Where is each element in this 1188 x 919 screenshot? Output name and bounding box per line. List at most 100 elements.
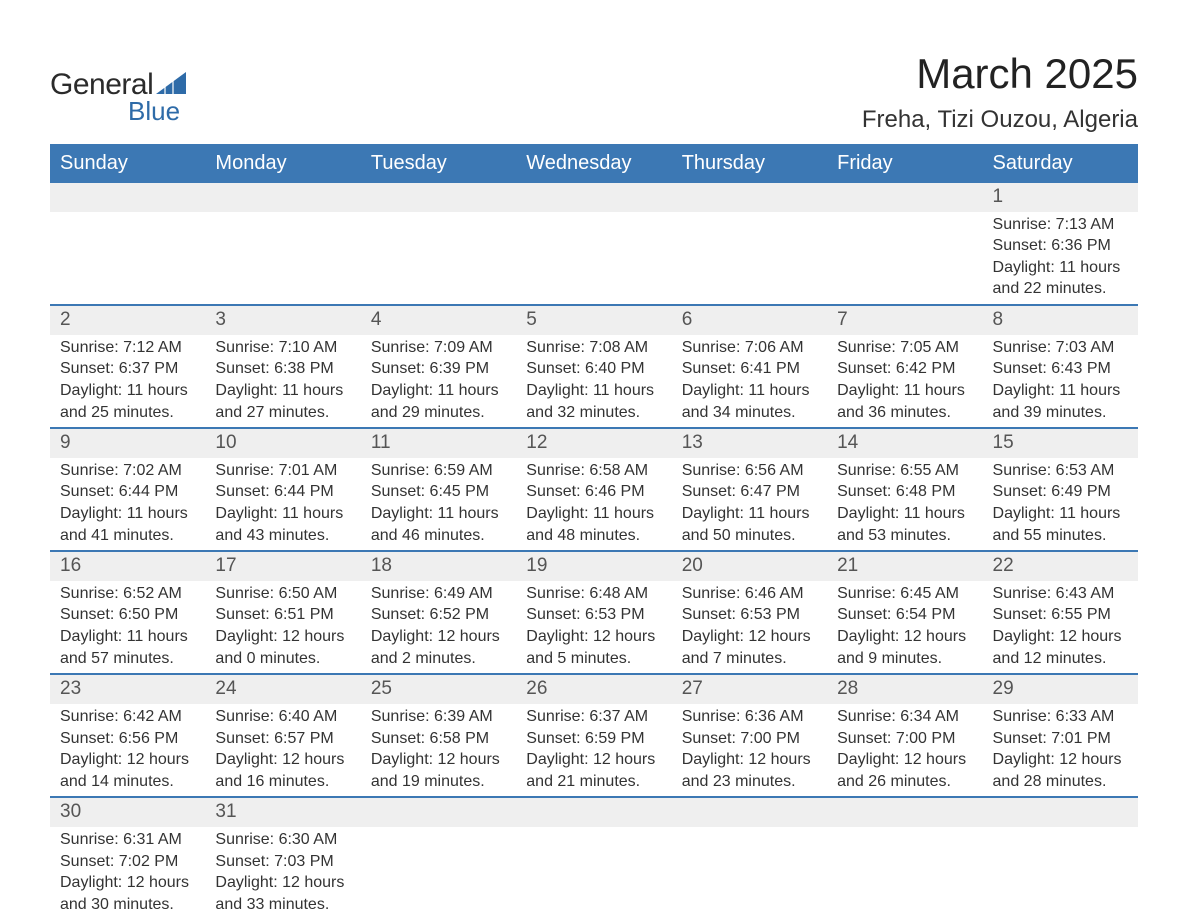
day-number: 12 — [516, 429, 671, 458]
sunrise-text: Sunrise: 7:02 AM — [60, 460, 195, 482]
location-label: Freha, Tizi Ouzou, Algeria — [862, 106, 1138, 134]
day-details-cell: Sunrise: 6:55 AMSunset: 6:48 PMDaylight:… — [827, 458, 982, 551]
calendar-week-details-row: Sunrise: 6:52 AMSunset: 6:50 PMDaylight:… — [50, 581, 1138, 674]
day-number-cell: 5 — [516, 305, 671, 335]
sunset-text: Sunset: 6:48 PM — [837, 481, 972, 503]
day-details: Sunrise: 7:13 AMSunset: 6:36 PMDaylight:… — [983, 212, 1138, 304]
sunset-text: Sunset: 6:45 PM — [371, 481, 506, 503]
sunset-text: Sunset: 6:53 PM — [682, 604, 817, 626]
empty-day-number — [50, 183, 205, 212]
day-number-cell — [672, 797, 827, 827]
day-details: Sunrise: 6:31 AMSunset: 7:02 PMDaylight:… — [50, 827, 205, 919]
sunrise-text: Sunrise: 7:13 AM — [993, 214, 1128, 236]
sunrise-text: Sunrise: 6:34 AM — [837, 706, 972, 728]
sunset-text: Sunset: 7:01 PM — [993, 728, 1128, 750]
day-details-cell: Sunrise: 7:10 AMSunset: 6:38 PMDaylight:… — [205, 335, 360, 428]
daylight-text: Daylight: 11 hours and 22 minutes. — [993, 257, 1128, 300]
weekday-header: Saturday — [983, 145, 1138, 182]
day-details-cell: Sunrise: 6:49 AMSunset: 6:52 PMDaylight:… — [361, 581, 516, 674]
day-number: 2 — [50, 306, 205, 335]
calendar-week-details-row: Sunrise: 6:31 AMSunset: 7:02 PMDaylight:… — [50, 827, 1138, 919]
empty-day-number — [361, 183, 516, 212]
day-number: 13 — [672, 429, 827, 458]
day-number-cell: 11 — [361, 428, 516, 458]
sunset-text: Sunset: 6:46 PM — [526, 481, 661, 503]
day-number-cell: 2 — [50, 305, 205, 335]
day-number-cell: 20 — [672, 551, 827, 581]
day-details-cell — [361, 827, 516, 919]
day-details: Sunrise: 6:52 AMSunset: 6:50 PMDaylight:… — [50, 581, 205, 673]
sunrise-text: Sunrise: 7:09 AM — [371, 337, 506, 359]
day-number-cell — [361, 182, 516, 212]
day-details: Sunrise: 7:12 AMSunset: 6:37 PMDaylight:… — [50, 335, 205, 427]
day-number-cell: 13 — [672, 428, 827, 458]
weekday-header: Tuesday — [361, 145, 516, 182]
day-details-cell: Sunrise: 6:46 AMSunset: 6:53 PMDaylight:… — [672, 581, 827, 674]
day-number: 18 — [361, 552, 516, 581]
day-details-cell: Sunrise: 6:31 AMSunset: 7:02 PMDaylight:… — [50, 827, 205, 919]
calendar-week-daynum-row: 2345678 — [50, 305, 1138, 335]
daylight-text: Daylight: 11 hours and 34 minutes. — [682, 380, 817, 423]
day-details-cell: Sunrise: 6:52 AMSunset: 6:50 PMDaylight:… — [50, 581, 205, 674]
sunrise-text: Sunrise: 6:55 AM — [837, 460, 972, 482]
sunset-text: Sunset: 6:52 PM — [371, 604, 506, 626]
day-number-cell: 31 — [205, 797, 360, 827]
day-details-cell: Sunrise: 6:37 AMSunset: 6:59 PMDaylight:… — [516, 704, 671, 797]
day-details: Sunrise: 6:55 AMSunset: 6:48 PMDaylight:… — [827, 458, 982, 550]
sunset-text: Sunset: 6:47 PM — [682, 481, 817, 503]
day-number-cell — [827, 182, 982, 212]
empty-day-number — [516, 798, 671, 827]
title-block: March 2025 Freha, Tizi Ouzou, Algeria — [862, 50, 1138, 134]
day-details: Sunrise: 6:33 AMSunset: 7:01 PMDaylight:… — [983, 704, 1138, 796]
day-details: Sunrise: 6:53 AMSunset: 6:49 PMDaylight:… — [983, 458, 1138, 550]
day-details-cell: Sunrise: 6:42 AMSunset: 6:56 PMDaylight:… — [50, 704, 205, 797]
calendar-week-details-row: Sunrise: 7:02 AMSunset: 6:44 PMDaylight:… — [50, 458, 1138, 551]
day-details-cell: Sunrise: 6:59 AMSunset: 6:45 PMDaylight:… — [361, 458, 516, 551]
day-details: Sunrise: 6:56 AMSunset: 6:47 PMDaylight:… — [672, 458, 827, 550]
empty-day-details — [50, 212, 205, 218]
sunset-text: Sunset: 6:55 PM — [993, 604, 1128, 626]
day-number-cell: 30 — [50, 797, 205, 827]
calendar-body: 1Sunrise: 7:13 AMSunset: 6:36 PMDaylight… — [50, 182, 1138, 919]
daylight-text: Daylight: 11 hours and 46 minutes. — [371, 503, 506, 546]
sunrise-text: Sunrise: 6:48 AM — [526, 583, 661, 605]
sunset-text: Sunset: 6:53 PM — [526, 604, 661, 626]
daylight-text: Daylight: 12 hours and 23 minutes. — [682, 749, 817, 792]
empty-day-details — [361, 212, 516, 218]
day-number: 1 — [983, 183, 1138, 212]
daylight-text: Daylight: 12 hours and 28 minutes. — [993, 749, 1128, 792]
sunrise-text: Sunrise: 6:46 AM — [682, 583, 817, 605]
empty-day-number — [361, 798, 516, 827]
sunset-text: Sunset: 6:56 PM — [60, 728, 195, 750]
sunrise-text: Sunrise: 6:36 AM — [682, 706, 817, 728]
daylight-text: Daylight: 11 hours and 48 minutes. — [526, 503, 661, 546]
sunrise-text: Sunrise: 6:37 AM — [526, 706, 661, 728]
day-details: Sunrise: 6:59 AMSunset: 6:45 PMDaylight:… — [361, 458, 516, 550]
day-details: Sunrise: 6:43 AMSunset: 6:55 PMDaylight:… — [983, 581, 1138, 673]
day-details: Sunrise: 7:03 AMSunset: 6:43 PMDaylight:… — [983, 335, 1138, 427]
day-details-cell: Sunrise: 6:40 AMSunset: 6:57 PMDaylight:… — [205, 704, 360, 797]
day-number-cell — [205, 182, 360, 212]
logo-wedge-icon — [156, 72, 186, 94]
sunrise-text: Sunrise: 6:40 AM — [215, 706, 350, 728]
sunrise-text: Sunrise: 6:42 AM — [60, 706, 195, 728]
month-title: March 2025 — [862, 50, 1138, 98]
daylight-text: Daylight: 12 hours and 33 minutes. — [215, 872, 350, 915]
logo: General Blue — [50, 68, 186, 127]
sunset-text: Sunset: 6:40 PM — [526, 358, 661, 380]
sunrise-text: Sunrise: 6:49 AM — [371, 583, 506, 605]
sunset-text: Sunset: 6:57 PM — [215, 728, 350, 750]
day-number-cell: 21 — [827, 551, 982, 581]
day-details: Sunrise: 6:46 AMSunset: 6:53 PMDaylight:… — [672, 581, 827, 673]
day-details-cell: Sunrise: 7:06 AMSunset: 6:41 PMDaylight:… — [672, 335, 827, 428]
day-number: 22 — [983, 552, 1138, 581]
day-number-cell — [827, 797, 982, 827]
daylight-text: Daylight: 12 hours and 0 minutes. — [215, 626, 350, 669]
daylight-text: Daylight: 12 hours and 12 minutes. — [993, 626, 1128, 669]
empty-day-details — [516, 827, 671, 833]
day-number-cell: 7 — [827, 305, 982, 335]
day-number: 28 — [827, 675, 982, 704]
daylight-text: Daylight: 12 hours and 30 minutes. — [60, 872, 195, 915]
daylight-text: Daylight: 11 hours and 53 minutes. — [837, 503, 972, 546]
daylight-text: Daylight: 12 hours and 16 minutes. — [215, 749, 350, 792]
